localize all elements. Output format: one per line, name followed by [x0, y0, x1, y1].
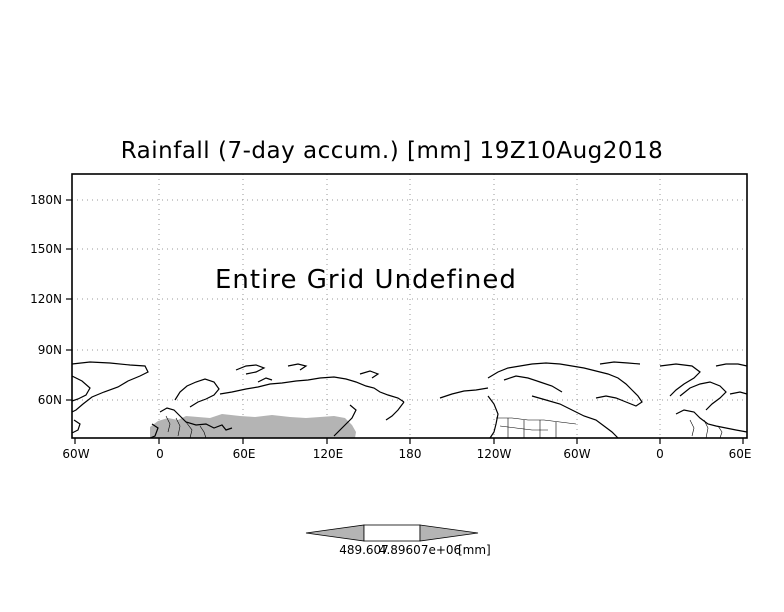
- colorbar-left-label: 489.607: [339, 543, 389, 557]
- lon-label: 60W: [563, 447, 590, 461]
- colorbar-left-arrow: [305, 524, 365, 542]
- grid-lines: [72, 174, 747, 438]
- lon-label: 120E: [313, 447, 344, 461]
- lon-label: 180: [399, 447, 422, 461]
- plot-frame: [71, 173, 748, 439]
- lon-label: 60E: [233, 447, 256, 461]
- undefined-grid-notice: Entire Grid Undefined: [215, 265, 517, 295]
- lat-label: 60N: [38, 393, 62, 407]
- colorbar: 489.607 4.89607e+06 [mm]: [305, 524, 491, 557]
- rainfall-shaded-region: [150, 414, 356, 438]
- lat-label: 150N: [30, 242, 62, 256]
- plot-area: 180N 150N 120N 90N 60N 60W 0 60E 120E 18…: [30, 173, 752, 461]
- lon-label: 0: [156, 447, 164, 461]
- colorbar-box: [363, 524, 421, 542]
- colorbar-unit: [mm]: [458, 543, 491, 557]
- coastlines: [71, 361, 748, 439]
- lat-label: 90N: [38, 343, 62, 357]
- lon-label: 120W: [477, 447, 512, 461]
- tick-marks: [66, 199, 744, 444]
- country-borders: [165, 415, 723, 439]
- lon-label: 60W: [62, 447, 89, 461]
- colorbar-right-arrow: [419, 524, 479, 542]
- lat-label: 180N: [30, 193, 62, 207]
- lon-label: 0: [656, 447, 664, 461]
- map-title: Rainfall (7-day accum.) [mm] 19Z10Aug201…: [120, 138, 664, 164]
- colorbar-right-label: 4.89607e+06: [379, 543, 461, 557]
- lat-label: 120N: [30, 292, 62, 306]
- lon-label: 60E: [729, 447, 752, 461]
